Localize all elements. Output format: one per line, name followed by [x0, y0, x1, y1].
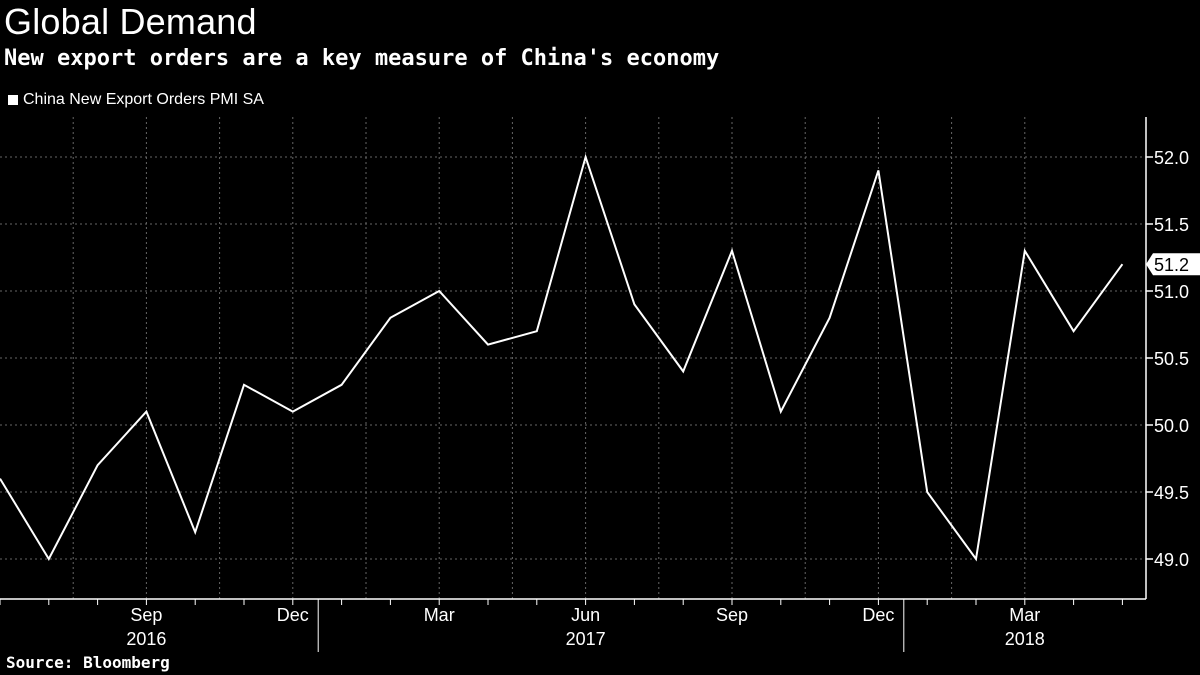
- x-tick-label: Mar: [1009, 605, 1040, 625]
- x-tick-label: Dec: [277, 605, 309, 625]
- y-tick-label: 50.5: [1154, 349, 1189, 369]
- legend-swatch: [8, 95, 18, 105]
- x-tick-label: Sep: [716, 605, 748, 625]
- y-tick-label: 51.0: [1154, 282, 1189, 302]
- y-tick-label: 52.0: [1154, 148, 1189, 168]
- series-line: [0, 153, 1124, 562]
- series-layer: [0, 153, 1124, 562]
- x-year-label: 2017: [566, 629, 606, 649]
- x-tick-label: Dec: [862, 605, 894, 625]
- legend-label: China New Export Orders PMI SA: [23, 91, 264, 108]
- x-tick-label: Sep: [130, 605, 162, 625]
- legend: China New Export Orders PMI SA: [8, 90, 264, 110]
- grid: [0, 117, 1146, 599]
- chart-subtitle: New export orders are a key measure of C…: [4, 46, 720, 71]
- y-tick-label: 49.5: [1154, 483, 1189, 503]
- y-tick-label: 51.5: [1154, 215, 1189, 235]
- x-tick-label: Mar: [424, 605, 455, 625]
- x-year-label: 2018: [1005, 629, 1045, 649]
- axes: [0, 117, 1153, 652]
- x-year-label: 2016: [126, 629, 166, 649]
- y-tick-label: 49.0: [1154, 550, 1189, 570]
- last-value-tag: [1146, 253, 1200, 276]
- chart-title: Global Demand: [4, 1, 257, 42]
- source-note: Source: Bloomberg: [6, 653, 170, 672]
- tick-labels: 49.0 49.5 50.0 50.5 51.0 51.5 52.0 Sep Dec Mar Jun…: [126, 148, 1200, 649]
- y-tick-label: 50.0: [1154, 416, 1189, 436]
- x-tick-label: Jun: [571, 605, 600, 625]
- last-value-label: 51.2: [1154, 255, 1189, 275]
